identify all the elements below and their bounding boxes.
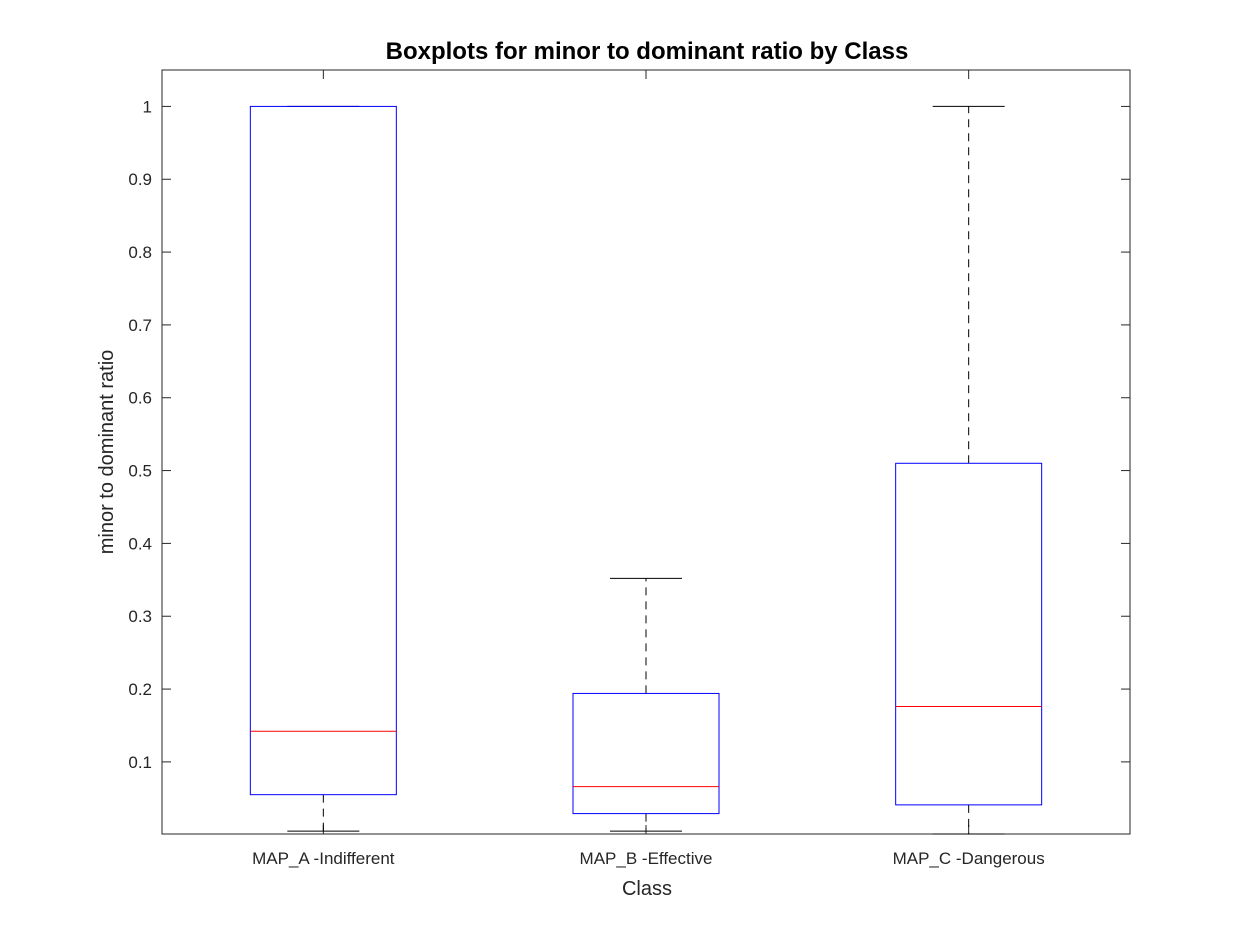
x-tick-label: MAP_B -Effective — [580, 849, 713, 868]
plot-area: 0.1 0.2 0.3 0.4 0.5 0.6 0.7 0.8 0.9 1 MAP_A -Indif… — [128, 69, 1131, 868]
y-tick-label: 0.7 — [128, 316, 152, 335]
y-tick-label: 0.3 — [128, 607, 152, 626]
y-tick-label: 0.6 — [128, 389, 152, 408]
box-iqr — [895, 462, 1043, 806]
y-axis-label: minor to dominant ratio — [96, 350, 118, 555]
y-tick-label: 0.5 — [128, 462, 152, 481]
y-tick-label: 0.8 — [128, 243, 152, 262]
box-iqr — [249, 105, 397, 796]
y-tick-label: 0.1 — [128, 753, 152, 772]
x-axis-label: Class — [622, 878, 672, 900]
chart-title: Boxplots for minor to dominant ratio by … — [386, 38, 909, 65]
y-tick-label: 0.4 — [128, 534, 152, 553]
y-tick-label: 1 — [143, 97, 152, 116]
box-iqr — [572, 692, 720, 815]
x-tick-label: MAP_C -Dangerous — [893, 849, 1045, 868]
y-tick-label: 0.9 — [128, 170, 152, 189]
axes-frame — [161, 69, 1131, 835]
x-tick-label: MAP_A -Indifferent — [252, 849, 395, 868]
y-tick-label: 0.2 — [128, 680, 152, 699]
